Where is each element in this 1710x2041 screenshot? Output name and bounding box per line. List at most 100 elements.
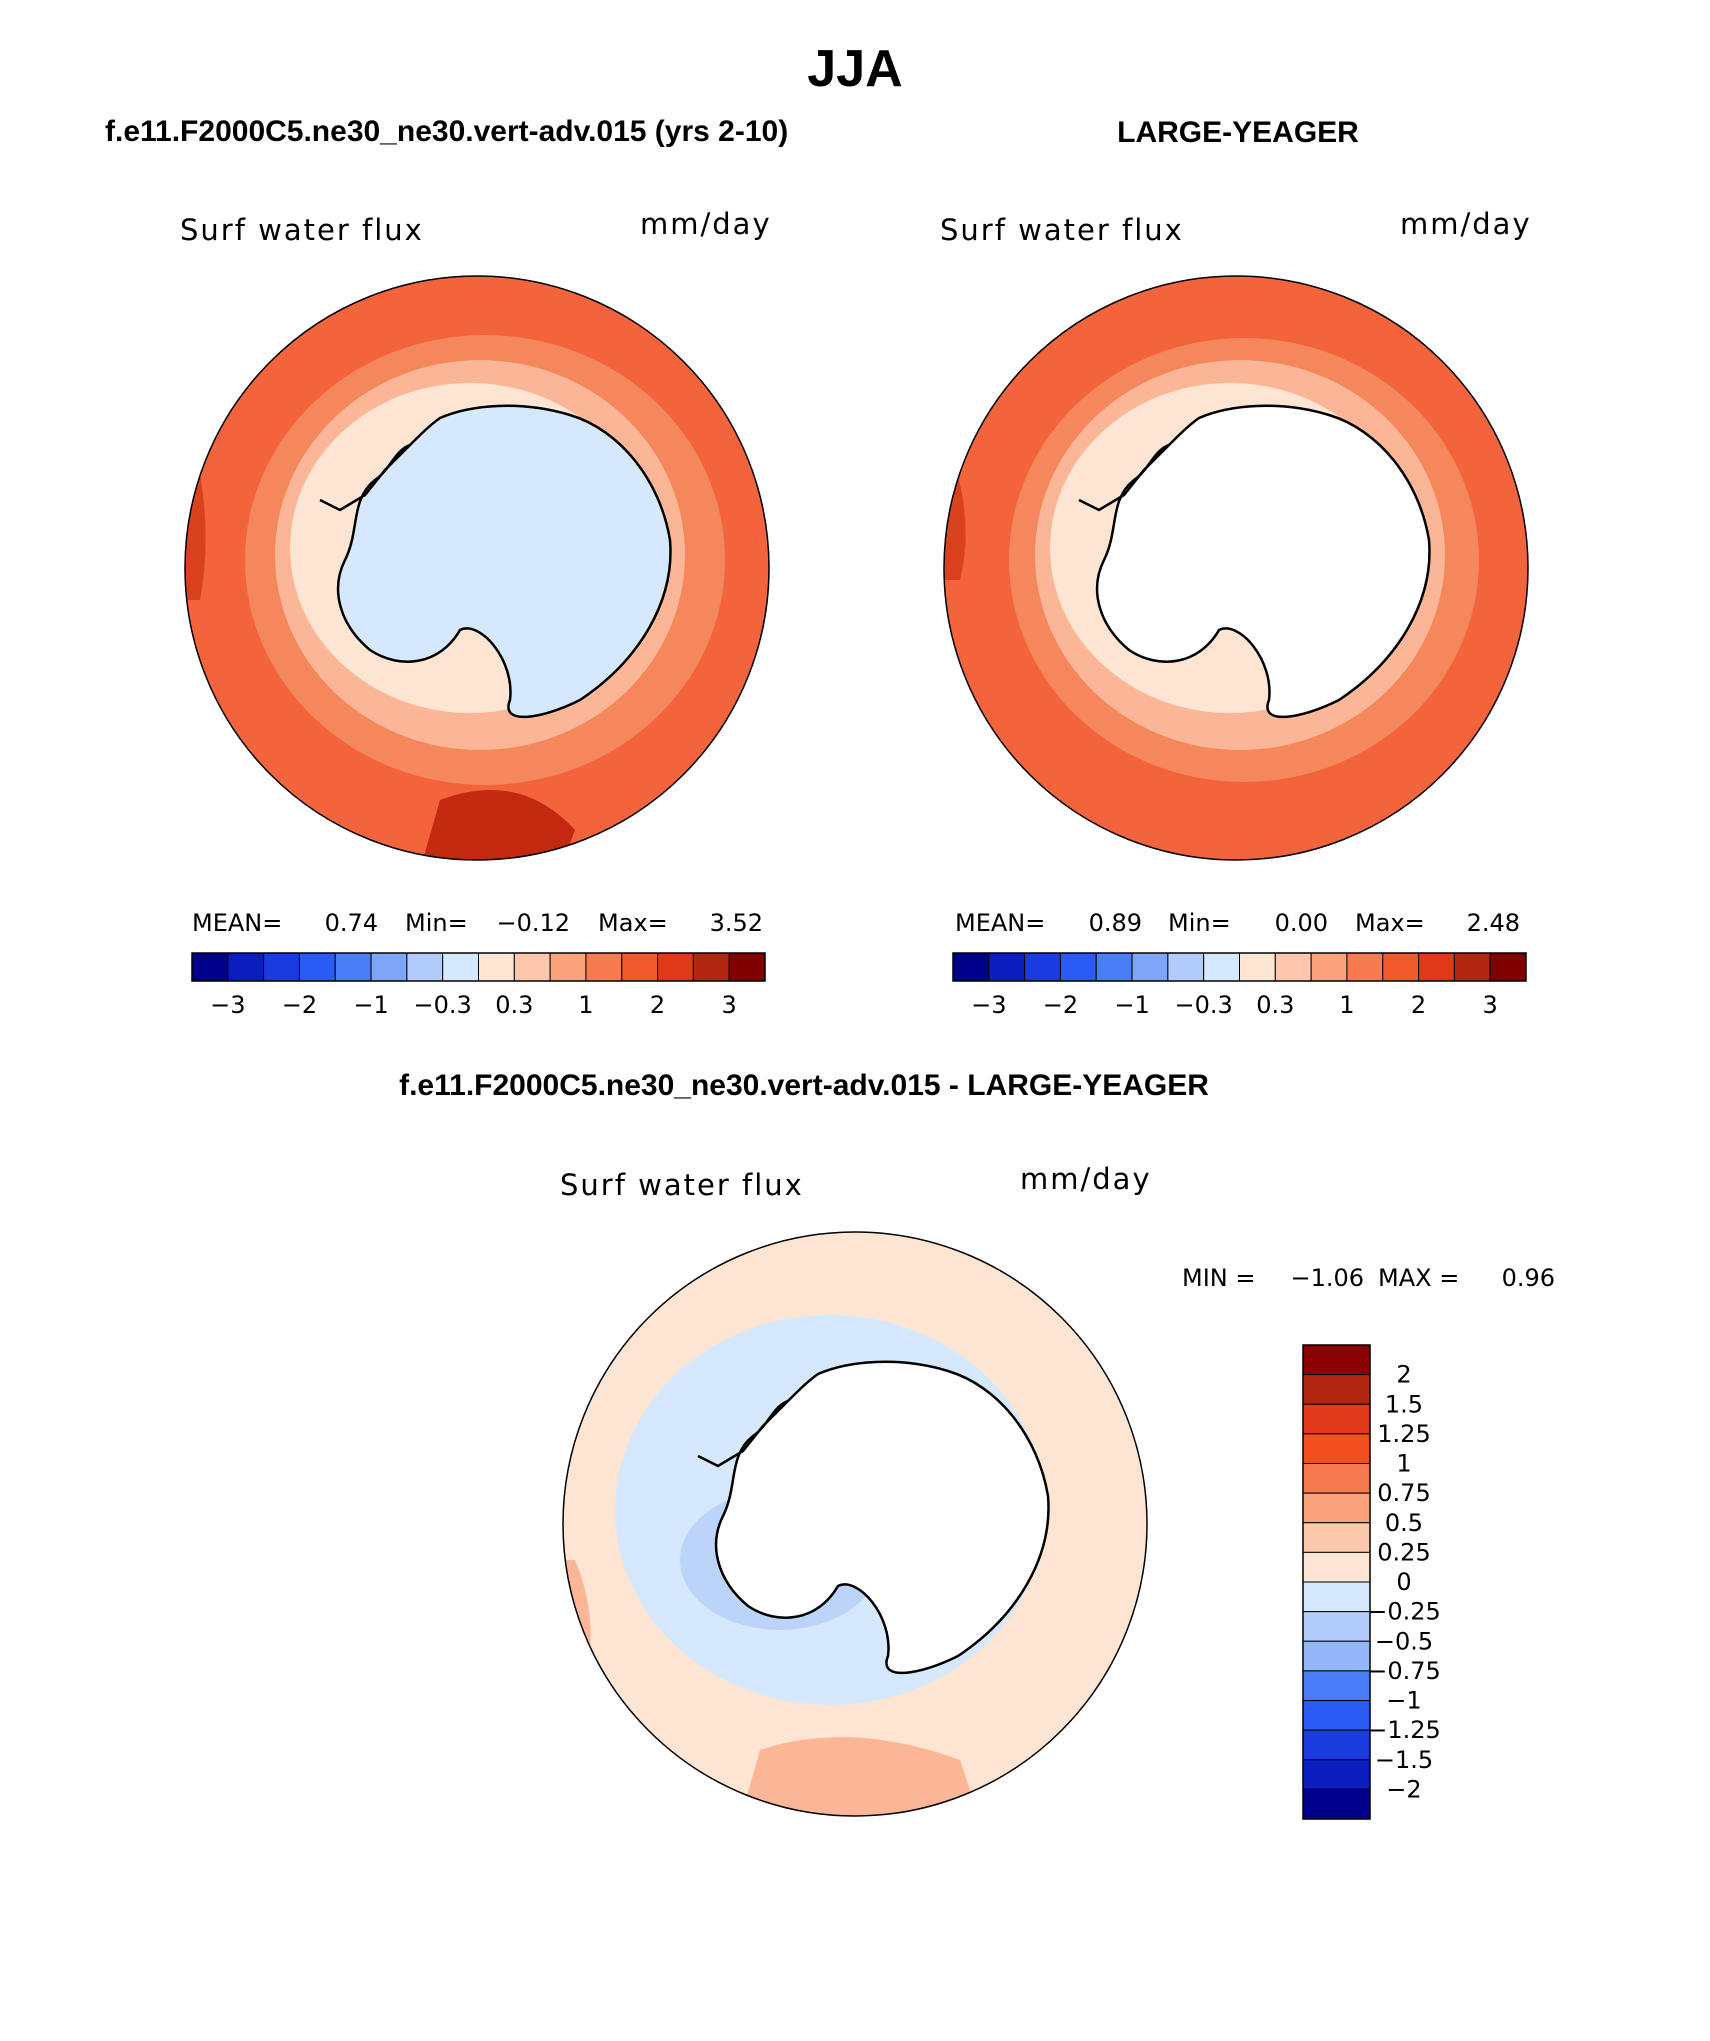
panel1-colorbar-swatch-11 (585, 952, 623, 982)
panel2-colorbar-tick-label-7: 3 (1483, 991, 1498, 1019)
panel2-colorbar-tick-label-1: −2 (1043, 991, 1078, 1019)
panel3-colorbar-swatch-2 (1302, 1403, 1371, 1435)
panel3-colorbar-tick-label-13: −1.5 (1375, 1746, 1433, 1774)
panel1-map-border (184, 275, 770, 861)
panel1-colorbar-tick-label-1: −2 (282, 991, 317, 1019)
panel1: Surf water flux mm/day MEAN= 0.74 Min= −… (180, 207, 772, 1019)
panel1-map (185, 276, 769, 860)
panel3-colorbar-swatch-12 (1302, 1700, 1371, 1731)
panel3-colorbar-swatch-8 (1302, 1581, 1371, 1613)
panel3-colorbar-tick-label-8: −0.25 (1367, 1598, 1441, 1626)
panel3-colorbar-tick-label-14: −2 (1386, 1775, 1421, 1803)
panel2-colorbar-swatch-10 (1310, 952, 1348, 982)
panel2-colorbar-tick-label-6: 2 (1411, 991, 1426, 1019)
panel1-colorbar-swatch-1 (227, 952, 265, 982)
panel2-colorbar-swatch-14 (1453, 952, 1491, 982)
panel2-colorbar-swatch-9 (1274, 952, 1312, 982)
panel2-colorbar-tick-label-2: −1 (1114, 991, 1149, 1019)
panel3-colorbar-frame (1302, 1344, 1371, 1820)
panel2-antarctica (1095, 404, 1431, 719)
panel3-max-value: 0.96 (1502, 1264, 1555, 1292)
panel2-peninsula (1078, 444, 1170, 512)
panel1-colorbar-swatch-8 (478, 952, 515, 982)
panel1-min-label: Min= (405, 909, 468, 937)
figure-title: JJA (807, 40, 902, 98)
panel1-colorbar-swatch-0 (191, 952, 229, 982)
panel1-colorbar-swatch-4 (334, 952, 372, 982)
panel3-colorbar-tick-label-7: 0 (1396, 1568, 1411, 1596)
panel1-colorbar-swatch-14 (692, 952, 730, 982)
panel3-colorbar-swatch-7 (1302, 1551, 1371, 1583)
panel3-colorbar-swatch-5 (1302, 1492, 1371, 1524)
panel1-colorbar-tick-label-2: −1 (353, 991, 388, 1019)
panel1-mean-value: 0.74 (325, 909, 378, 937)
panel1-variable-label: Surf water flux (180, 213, 424, 247)
panel2-colorbar: −3 −2 −1 −0.3 0.3 1 2 3 (952, 952, 1527, 1019)
panel2-mean-label: MEAN= (955, 909, 1045, 937)
panel1-colorbar-swatch-3 (298, 952, 336, 982)
panel2-variable-label: Surf water flux (940, 213, 1184, 247)
panel2-colorbar-swatch-12 (1382, 952, 1420, 982)
panel3-colorbar-tick-label-5: 0.5 (1385, 1509, 1423, 1537)
panel3-colorbar-tick-label-6: 0.25 (1377, 1538, 1430, 1566)
panel1-antarctica (336, 404, 672, 719)
panel2-colorbar-swatch-13 (1418, 952, 1455, 982)
panel3-colorbar-swatch-0 (1302, 1344, 1371, 1376)
panel1-colorbar-tick-label-0: −3 (210, 991, 245, 1019)
panel3-colorbar: 21.51.2510.750.50.250−0.25−0.5−0.75−1−1.… (1302, 1344, 1441, 1820)
panel2-colorbar-tick-label-4: 0.3 (1256, 991, 1294, 1019)
panel3-antarctica (714, 1360, 1050, 1675)
panel1-colorbar-swatch-2 (263, 952, 300, 982)
panel3-max-label: MAX = (1378, 1264, 1459, 1292)
panel3-map (563, 1232, 1147, 1816)
panel2-colorbar-frame (952, 952, 1527, 982)
panel1-case-title: f.e11.F2000C5.ne30_ne30.vert-adv.015 (yr… (105, 115, 788, 148)
panel2-colorbar-swatch-6 (1167, 952, 1205, 982)
panel3-colorbar-swatch-1 (1302, 1374, 1371, 1405)
panel3-units-label: mm/day (1020, 1162, 1152, 1196)
panel3-colorbar-swatch-13 (1302, 1729, 1371, 1761)
panel2-mean-value: 0.89 (1089, 909, 1142, 937)
panel3-colorbar-swatch-9 (1302, 1611, 1371, 1642)
panel3-map-border (562, 1231, 1148, 1817)
panel1-colorbar-tick-label-7: 3 (722, 991, 737, 1019)
panel2-map (944, 276, 1528, 860)
panel2-min-label: Min= (1168, 909, 1231, 937)
panel3-colorbar-tick-label-3: 1 (1396, 1450, 1411, 1478)
panel3-colorbar-swatch-4 (1302, 1463, 1371, 1494)
panel2-max-value: 2.48 (1467, 909, 1520, 937)
panel2-min-value: 0.00 (1275, 909, 1328, 937)
panel2-map-border (943, 275, 1529, 861)
panel3-colorbar-tick-label-2: 1.25 (1377, 1420, 1430, 1448)
panel3-colorbar-tick-label-12: −1.25 (1367, 1716, 1441, 1744)
panel3-min-label: MIN = (1182, 1264, 1255, 1292)
panel1-colorbar-swatch-10 (549, 952, 587, 982)
panel1-colorbar-tick-label-5: 1 (578, 991, 593, 1019)
panel1-colorbar-tick-label-3: −0.3 (414, 991, 472, 1019)
panel1-colorbar-swatch-9 (513, 952, 551, 982)
panel3-colorbar-tick-label-10: −0.75 (1367, 1657, 1441, 1685)
panel3-colorbar-tick-label-0: 2 (1396, 1361, 1411, 1389)
panel2-case-title: LARGE-YEAGER (1117, 116, 1359, 149)
panel1-colorbar-swatch-7 (442, 952, 479, 982)
panel2-max-label: Max= (1355, 909, 1425, 937)
panel1-colorbar-swatch-15 (728, 952, 766, 982)
panel2-colorbar-swatch-5 (1131, 952, 1169, 982)
panel1-colorbar-frame (191, 952, 766, 982)
panel1-colorbar: −3 −2 −1 −0.3 0.3 1 2 3 (191, 952, 766, 1019)
panel3-colorbar-swatch-10 (1302, 1640, 1371, 1672)
panel1-colorbar-swatch-5 (370, 952, 408, 982)
panel1-colorbar-swatch-6 (406, 952, 444, 982)
panel2-colorbar-tick-label-0: −3 (971, 991, 1006, 1019)
panel1-colorbar-swatch-13 (657, 952, 694, 982)
panel3-colorbar-swatch-3 (1302, 1433, 1371, 1464)
panel3-colorbar-swatch-6 (1302, 1522, 1371, 1553)
panel3-colorbar-tick-label-9: −0.5 (1375, 1627, 1433, 1655)
panel1-units-label: mm/day (640, 207, 772, 241)
panel1-min-value: −0.12 (496, 909, 570, 937)
panel3: Surf water flux mm/day MIN = −1.06 MAX =… (560, 1162, 1555, 1820)
panel3-colorbar-tick-label-1: 1.5 (1385, 1390, 1423, 1418)
panel3-min-value: −1.06 (1290, 1264, 1364, 1292)
panel3-colorbar-swatch-14 (1302, 1759, 1371, 1790)
